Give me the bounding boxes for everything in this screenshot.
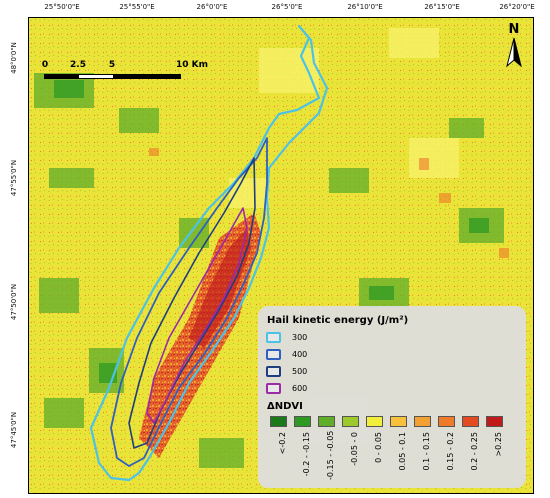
hail-swatch <box>266 366 281 377</box>
hail-legend-title: Hail kinetic energy (J/m²) <box>267 315 409 326</box>
ndvi-legend-label: -0.15 - -0.05 <box>326 430 335 480</box>
hail-contours <box>89 24 329 482</box>
lat-tick: 47°45'0"N <box>10 411 18 449</box>
hail-legend-label: 500 <box>292 367 308 376</box>
north-arrow-icon <box>506 37 522 68</box>
hail-legend-item: 400 <box>266 349 356 363</box>
lon-tick: 26°20'0"E <box>499 3 535 11</box>
hail-contour-400 <box>110 137 268 467</box>
hail-contour-500 <box>128 157 256 449</box>
hail-legend-label: 300 <box>292 333 308 342</box>
ndvi-legend-label: <-0.2 <box>278 432 287 455</box>
hail-legend-item: 500 <box>266 366 356 380</box>
ndvi-legend-label: 0 - 0.05 <box>374 432 383 463</box>
hail-contour-300 <box>89 24 329 482</box>
scale-segment <box>113 75 180 78</box>
ndvi-swatch-row <box>270 416 520 428</box>
hail-damage-area <box>139 213 261 458</box>
scale-label: 2.5 <box>70 60 86 70</box>
hail-legend-label: 600 <box>292 384 308 393</box>
lon-tick: 26°15'0"E <box>424 3 460 11</box>
ndvi-swatch <box>390 416 407 427</box>
lon-tick: 26°5'0"E <box>271 3 303 11</box>
scale-label: 5 <box>108 60 116 70</box>
lon-tick: 25°50'0"E <box>44 3 80 11</box>
north-label: N <box>508 22 520 37</box>
ndvi-legend-label: 0.15 - 0.2 <box>446 432 455 471</box>
vegetation-patches <box>34 73 504 468</box>
ndvi-legend-label: -0.05 - 0 <box>350 432 359 466</box>
hail-contour-600 <box>146 207 248 424</box>
ndvi-legend-label: 0.1 - 0.15 <box>422 432 431 471</box>
lon-tick: 25°55'0"E <box>119 3 155 11</box>
ndvi-legend-title: ΔNDVI <box>267 401 303 412</box>
hail-legend-item: 300 <box>266 332 356 346</box>
hail-swatch <box>266 383 281 394</box>
scale-label: 10 Km <box>175 60 209 70</box>
hail-legend-label: 400 <box>292 350 308 359</box>
lon-tick: 26°0'0"E <box>196 3 228 11</box>
ndvi-legend-label: 0.05 - 0.1 <box>398 432 407 471</box>
ndvi-swatch <box>318 416 335 427</box>
ndvi-swatch <box>486 416 503 427</box>
ndvi-swatch <box>462 416 479 427</box>
hail-legend-item: 600 <box>266 383 356 397</box>
scale-segment <box>45 75 79 78</box>
ndvi-swatch <box>270 416 287 427</box>
lon-tick: 26°10'0"E <box>347 3 383 11</box>
scale-label: 0 <box>41 60 49 70</box>
lat-tick: 47°55'0"N <box>10 159 18 197</box>
north-arrow: N <box>503 22 525 74</box>
ndvi-legend-label: -0.2 - -0.15 <box>302 432 311 477</box>
ndvi-swatch <box>294 416 311 427</box>
ndvi-legend-label: >0.25 <box>494 432 503 457</box>
ndvi-legend-label: 0.2 - 0.25 <box>470 432 479 471</box>
hail-swatch <box>266 332 281 343</box>
lat-tick: 47°50'0"N <box>10 283 18 321</box>
scale-bar: 0 2.5 5 10 Km <box>41 60 209 84</box>
lat-tick: 48°0'0"N <box>10 42 18 74</box>
legend-panel: Hail kinetic energy (J/m²) 300 400 500 6… <box>258 306 526 488</box>
scale-bar-track <box>44 74 181 79</box>
ndvi-swatch <box>342 416 359 427</box>
hail-swatch <box>266 349 281 360</box>
ndvi-swatch <box>414 416 431 427</box>
ndvi-swatch <box>438 416 455 427</box>
ndvi-swatch <box>366 416 383 427</box>
